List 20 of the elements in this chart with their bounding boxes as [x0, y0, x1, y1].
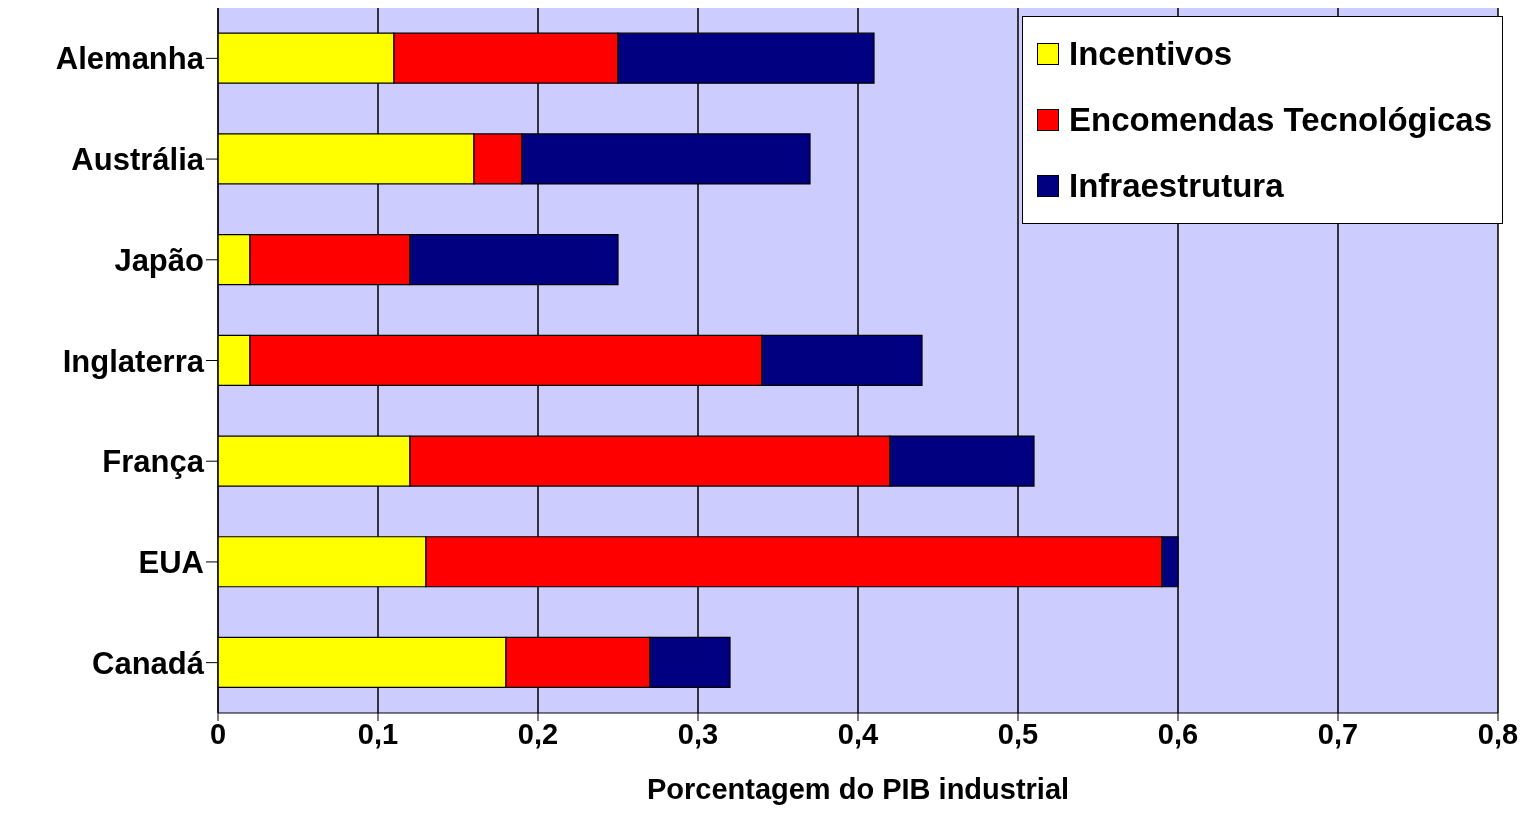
y-tick-label: Japão [114, 242, 204, 278]
x-tick-label: 0,5 [997, 717, 1039, 750]
x-tick-label: 0 [209, 717, 227, 750]
x-tick-label: 0,7 [1317, 717, 1359, 750]
y-tick-label: Canadá [92, 645, 205, 681]
x-tick-label: 0,1 [357, 717, 399, 750]
x-axis-title: Porcentagem do PIB industrial [646, 773, 1070, 805]
x-tick-label: 0,2 [517, 717, 559, 750]
y-tick-label: EUA [138, 544, 204, 580]
x-tick-label: 0,6 [1157, 717, 1199, 750]
legend-label: Incentivos [1068, 35, 1233, 73]
legend-label: Infraestrutura [1068, 167, 1284, 205]
y-tick-label: Alemanha [55, 41, 205, 77]
legend-label: Encomendas Tecnológicas [1068, 101, 1492, 139]
y-tick-label: Inglaterra [62, 343, 205, 379]
y-tick-label: Austrália [71, 142, 205, 178]
x-tick-label: 0,8 [1477, 717, 1519, 750]
x-tick-label: 0,4 [837, 717, 879, 750]
y-tick-label: França [102, 444, 205, 480]
x-tick-label: 0,3 [677, 717, 719, 750]
